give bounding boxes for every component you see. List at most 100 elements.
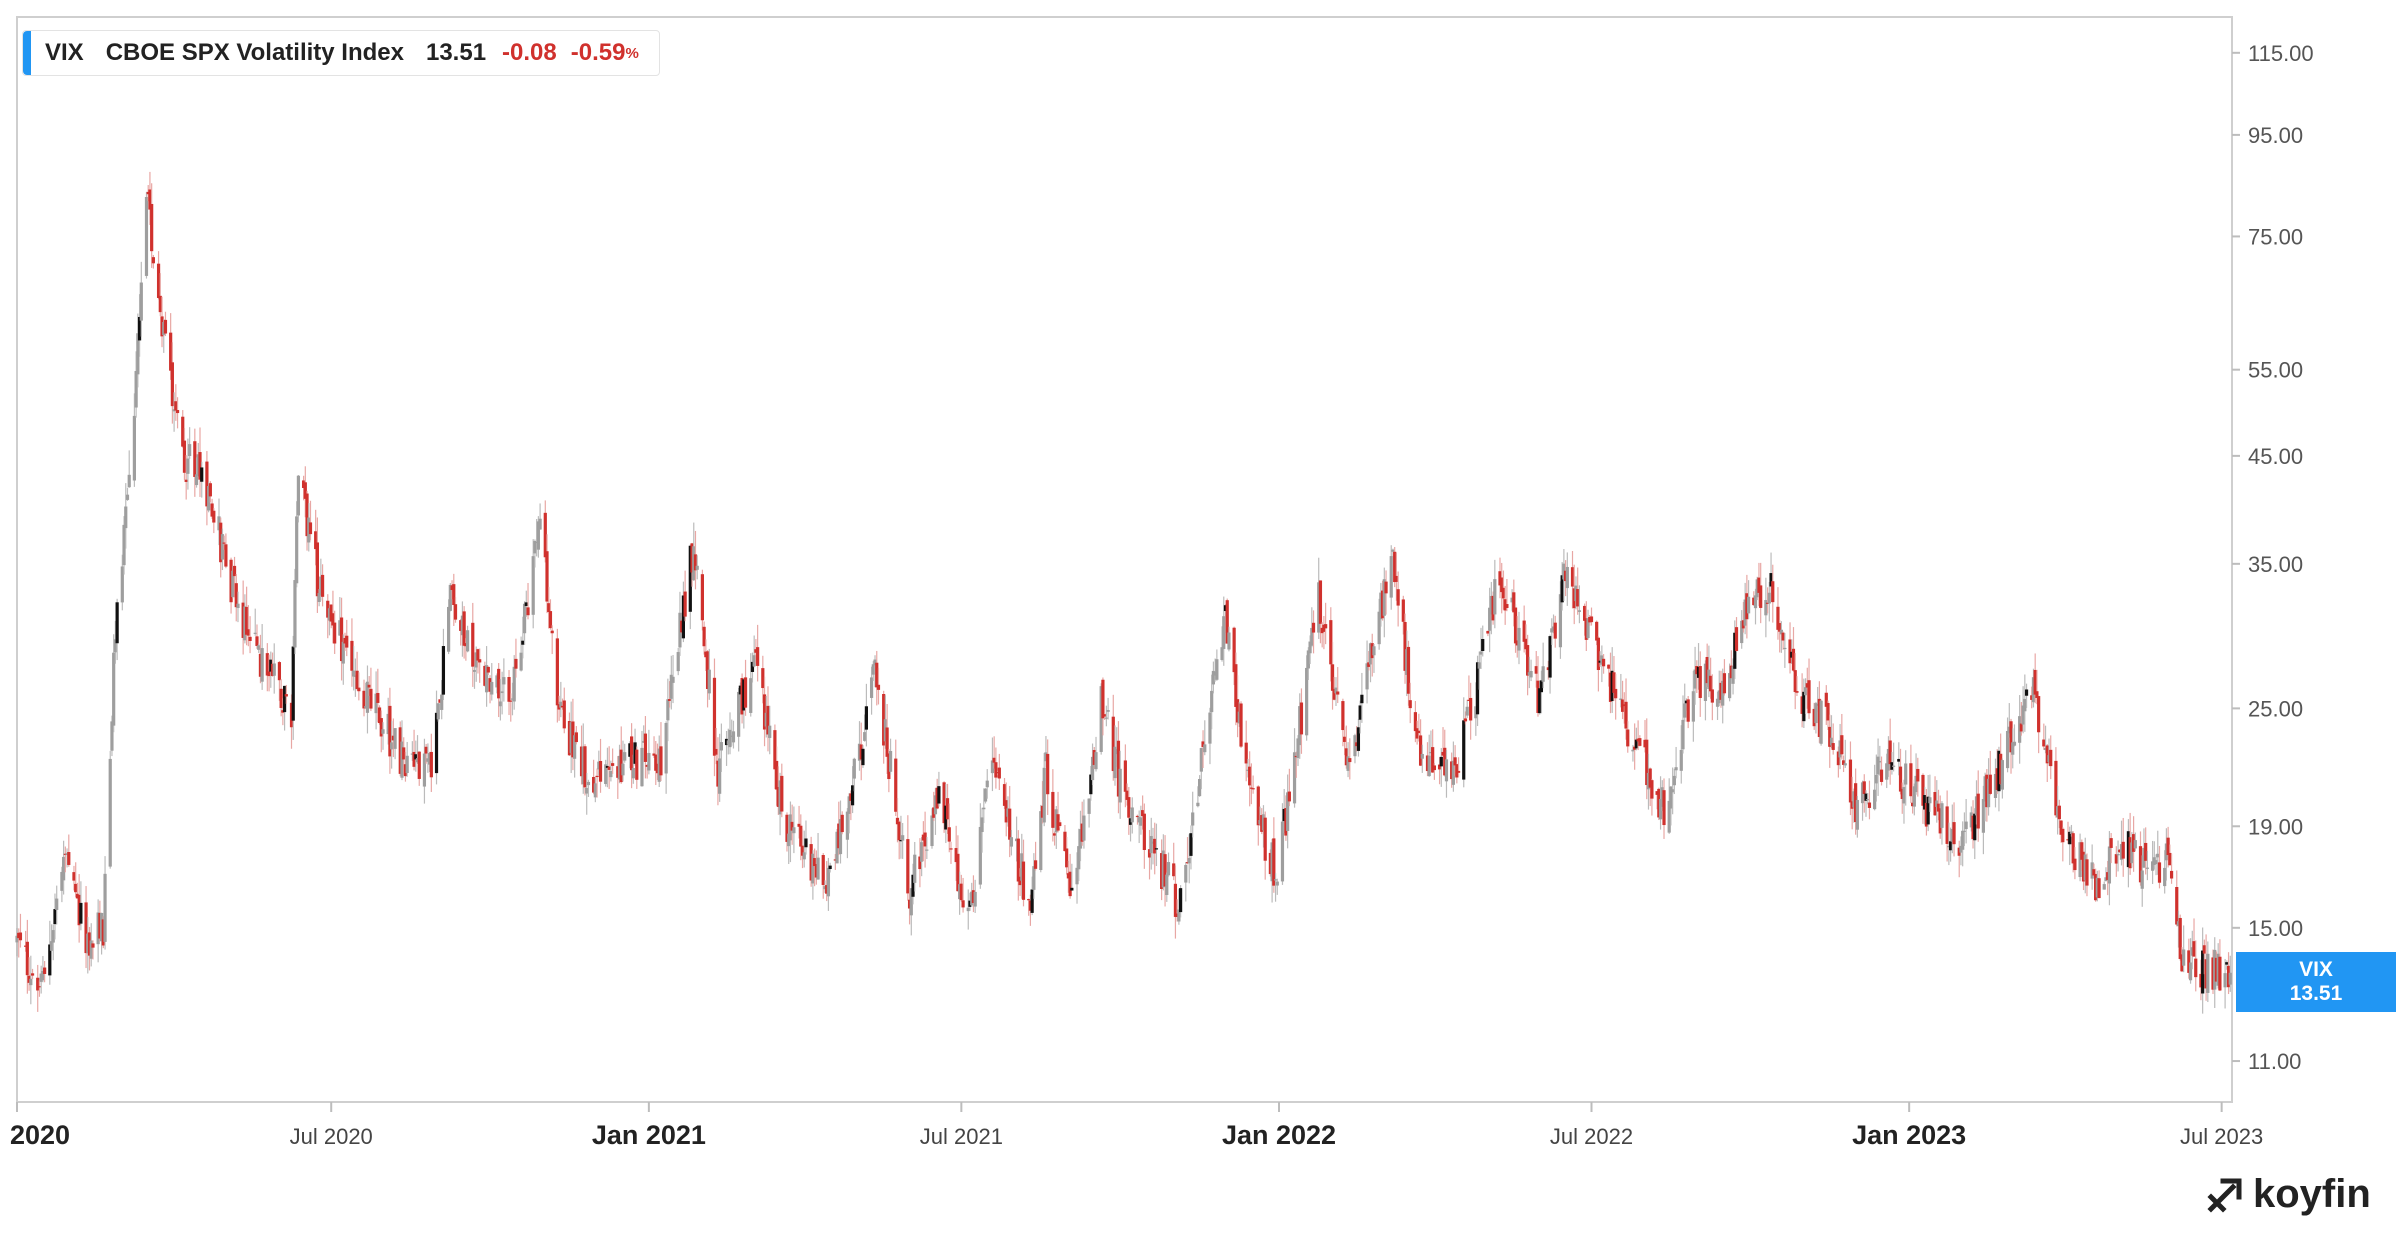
y-tick-label: 35.00	[2248, 552, 2303, 577]
candle-body	[845, 811, 850, 840]
candle-body	[526, 607, 530, 616]
candle-body	[60, 871, 64, 891]
candle-body	[2214, 957, 2219, 982]
candle-body	[840, 814, 844, 833]
candle-body	[415, 758, 420, 763]
candle-body	[1862, 781, 1866, 794]
candle-body	[2121, 841, 2125, 859]
candle-body	[913, 854, 917, 883]
candle-body	[381, 729, 385, 734]
candle-body	[62, 856, 66, 881]
candle-body	[752, 655, 756, 667]
candle-body	[1643, 739, 1647, 748]
candle-body	[293, 580, 297, 648]
candle-body	[1826, 703, 1830, 721]
candle-body	[799, 825, 803, 847]
candle-body	[743, 677, 748, 708]
candle-body	[1051, 791, 1055, 828]
candle-body	[1094, 752, 1098, 770]
candle-body	[574, 732, 578, 743]
candle-body	[405, 755, 409, 773]
candle-body	[331, 613, 335, 626]
candle-body	[37, 986, 42, 988]
candle-body	[609, 771, 613, 778]
candle-body	[604, 764, 608, 785]
koyfin-logo[interactable]: koyfin	[2205, 1172, 2371, 1217]
candle-body	[498, 701, 502, 707]
candle-body	[1234, 664, 1238, 707]
candle-body	[1299, 702, 1304, 735]
candle-body	[1576, 589, 1580, 607]
candle-body	[2012, 741, 2017, 746]
candle-body	[2118, 849, 2122, 853]
candle-body	[1574, 585, 1578, 602]
candle-body	[2007, 726, 2011, 734]
candle-body	[1878, 761, 1882, 763]
candle-body	[899, 839, 903, 842]
candle-body	[550, 630, 554, 634]
candle-body	[1743, 599, 1747, 626]
candle-body	[1693, 669, 1697, 689]
candle-body	[635, 749, 639, 780]
candle-body	[2140, 870, 2144, 889]
candle-body	[1522, 620, 1526, 642]
candle-body	[1976, 793, 1980, 829]
candle-body	[1130, 807, 1134, 823]
candle-body	[2130, 842, 2134, 864]
candle-body	[1950, 829, 1954, 842]
candle-body	[1969, 812, 1973, 828]
candle-body	[450, 585, 454, 591]
candle-body	[270, 663, 275, 676]
candle-body	[949, 848, 953, 850]
candle-body	[448, 584, 452, 611]
candle-body	[1469, 697, 1473, 721]
candle-body	[802, 852, 806, 860]
candle-body	[1767, 592, 1771, 604]
candle-body	[184, 479, 188, 482]
candles	[15, 171, 2232, 1014]
candle-body	[464, 643, 468, 647]
candle-body	[1237, 711, 1241, 724]
candle-body	[390, 742, 394, 750]
candle-body	[377, 707, 382, 724]
candle-body	[355, 670, 359, 689]
candle-body	[434, 712, 439, 774]
candle-body	[555, 638, 559, 706]
candle-body	[1824, 692, 1828, 707]
candle-body	[1018, 876, 1022, 886]
candle-body	[1783, 647, 1787, 650]
candle-body	[497, 668, 501, 699]
candle-body	[1173, 883, 1178, 917]
candle-body	[954, 848, 958, 863]
candle-body	[241, 602, 245, 638]
candle-body	[1515, 640, 1519, 646]
candle-body	[847, 796, 851, 814]
candle-body	[2054, 760, 2058, 816]
candle-body	[1070, 887, 1074, 891]
candle-body	[1191, 812, 1195, 826]
candle-body	[488, 678, 492, 692]
candle-body	[137, 316, 142, 341]
candle-body	[901, 835, 905, 841]
candle-body	[471, 622, 475, 667]
candle-body	[207, 485, 211, 511]
candle-body	[2102, 884, 2106, 890]
candle-body	[1220, 647, 1224, 661]
candle-body	[220, 534, 225, 560]
candle-body	[1403, 621, 1407, 671]
candle-body	[2057, 805, 2061, 820]
candle-body	[1791, 648, 1796, 671]
candle-body	[2009, 721, 2013, 753]
candle-body	[833, 859, 837, 861]
candle-body	[1973, 813, 1977, 841]
candle-body	[1938, 808, 1942, 834]
candle-body	[301, 480, 306, 488]
candle-body	[1166, 862, 1171, 876]
y-axis: 115.00 95.00 75.00 55.00 45.00 35.00 25.00 19.0…	[2232, 41, 2314, 1074]
price-tag-value: 13.51	[2289, 982, 2343, 1005]
candle-body	[642, 741, 646, 743]
candle-body	[258, 653, 263, 677]
candle-body	[956, 853, 960, 892]
candle-body	[1892, 765, 1896, 767]
candle-body	[422, 753, 427, 787]
